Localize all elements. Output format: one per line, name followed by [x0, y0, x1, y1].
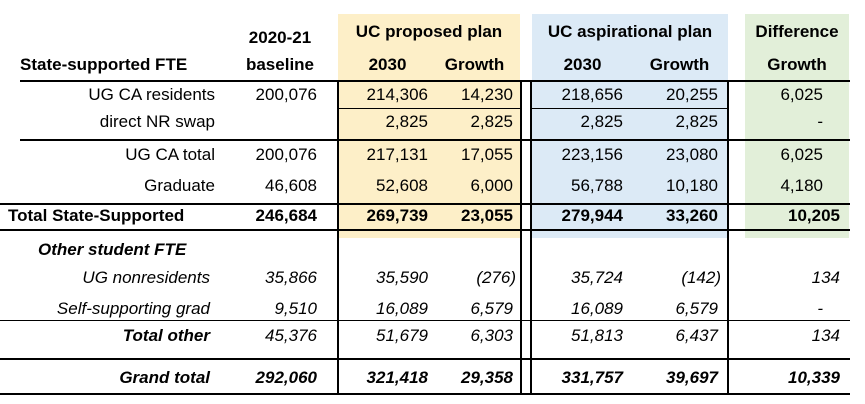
proposed-2030-value: 51,679: [376, 326, 428, 345]
proposed-growth-header: Growth: [444, 55, 505, 74]
aspirational-growth-value: 20,255: [666, 85, 718, 104]
aspirational-growth-value: 23,080: [666, 145, 718, 164]
proposed-growth-value: 6,000: [470, 176, 513, 195]
aspirational-growth-value: 6,437: [675, 326, 718, 345]
proposed-2030-value: 269,739: [366, 206, 428, 225]
aspirational-2030-value: 56,788: [571, 176, 623, 195]
aspirational-growth-value: (142): [681, 268, 721, 287]
aspirational-left-rule: [530, 80, 532, 394]
difference-header: Difference: [755, 22, 839, 41]
proposed-2030-header: 2030: [368, 55, 407, 74]
section-heading: Other student FTE: [38, 240, 187, 259]
row-label: Total other: [122, 326, 210, 345]
aspirational-right-rule: [727, 80, 729, 394]
header-rule: [20, 80, 850, 82]
row-label: direct NR swap: [99, 112, 215, 131]
grand-total-bottom-rule: [0, 393, 850, 395]
proposed-growth-value: 14,230: [461, 85, 513, 104]
aspirational-2030-value: 51,813: [571, 326, 623, 345]
proposed-plan-shading: [338, 14, 520, 238]
aspirational-2030-value: 35,724: [571, 268, 623, 287]
row-label-header: State-supported FTE: [20, 55, 188, 74]
difference-value: 10,205: [788, 206, 840, 225]
aspirational-2030-value: 331,757: [561, 368, 623, 387]
aspirational-2030-value: 218,656: [561, 85, 623, 104]
difference-value: 10,339: [788, 368, 840, 387]
baseline-value: 9,510: [274, 299, 317, 318]
difference-shading: [745, 14, 849, 238]
baseline-value: 35,866: [265, 268, 317, 287]
state-total-bottom-rule: [0, 229, 850, 231]
baseline-value: 46,608: [265, 176, 317, 195]
difference-growth-header: Growth: [767, 55, 827, 74]
difference-value: 134: [811, 326, 840, 345]
baseline-value: 292,060: [255, 368, 317, 387]
proposed-2030-value: 321,418: [366, 368, 428, 387]
grand-total-top-rule: [0, 358, 850, 360]
proposed-left-rule: [337, 80, 339, 394]
aspirational-growth-value: 6,579: [675, 299, 718, 318]
aspirational-growth-value: 33,260: [666, 206, 718, 225]
baseline-value: 200,076: [255, 85, 317, 104]
aspirational-2030-value: 223,156: [561, 145, 623, 164]
proposed-2030-value: 214,306: [366, 85, 428, 104]
row-label: UG CA residents: [88, 85, 215, 104]
row-label: Grand total: [119, 368, 210, 387]
difference-value: -: [817, 112, 823, 131]
baseline-value: 45,376: [265, 326, 317, 345]
row-label: Total State-Supported: [8, 206, 185, 225]
baseline-value: 200,076: [255, 145, 317, 164]
other-total-rule: [0, 320, 850, 321]
difference-value: 134: [811, 268, 840, 287]
subtotal-rule: [20, 139, 850, 141]
aspirational-plan-shading: [532, 14, 728, 238]
proposed-growth-value: 6,579: [470, 299, 513, 318]
difference-value: 6,025: [780, 85, 823, 104]
proposed-plan-header: UC proposed plan: [355, 22, 503, 41]
aspirational-2030-value: 16,089: [571, 299, 623, 318]
difference-value: -: [817, 299, 823, 318]
proposed-2030-value: 2,825: [385, 112, 428, 131]
row-label: Self-supporting grad: [56, 299, 210, 318]
aspirational-plan-header: UC aspirational plan: [547, 22, 713, 41]
aspirational-row-rule: [532, 108, 728, 109]
state-total-top-rule: [0, 203, 850, 205]
aspirational-growth-value: 10,180: [666, 176, 718, 195]
proposed-2030-value: 35,590: [376, 268, 428, 287]
row-label: Graduate: [144, 176, 215, 195]
proposed-growth-value: (276): [476, 268, 516, 287]
difference-value: 6,025: [780, 145, 823, 164]
baseline-label-header: baseline: [245, 55, 315, 74]
proposed-growth-value: 23,055: [461, 206, 513, 225]
aspirational-2030-value: 279,944: [561, 206, 623, 225]
proposed-right-rule: [520, 80, 522, 394]
proposed-growth-value: 6,303: [470, 326, 513, 345]
aspirational-growth-value: 39,697: [666, 368, 718, 387]
proposed-row-rule: [338, 108, 520, 109]
baseline-value: 246,684: [255, 206, 317, 225]
aspirational-growth-value: 2,825: [675, 112, 718, 131]
aspirational-2030-header: 2030: [563, 55, 602, 74]
difference-value: 4,180: [780, 176, 823, 195]
row-label: UG nonresidents: [82, 268, 210, 287]
proposed-growth-value: 17,055: [461, 145, 513, 164]
aspirational-growth-header: Growth: [649, 55, 710, 74]
baseline-year-header: 2020-21: [248, 28, 312, 47]
proposed-2030-value: 52,608: [376, 176, 428, 195]
proposed-2030-value: 217,131: [366, 145, 428, 164]
proposed-growth-value: 2,825: [470, 112, 513, 131]
proposed-growth-value: 29,358: [461, 368, 513, 387]
row-label: UG CA total: [125, 145, 215, 164]
aspirational-2030-value: 2,825: [580, 112, 623, 131]
proposed-2030-value: 16,089: [376, 299, 428, 318]
